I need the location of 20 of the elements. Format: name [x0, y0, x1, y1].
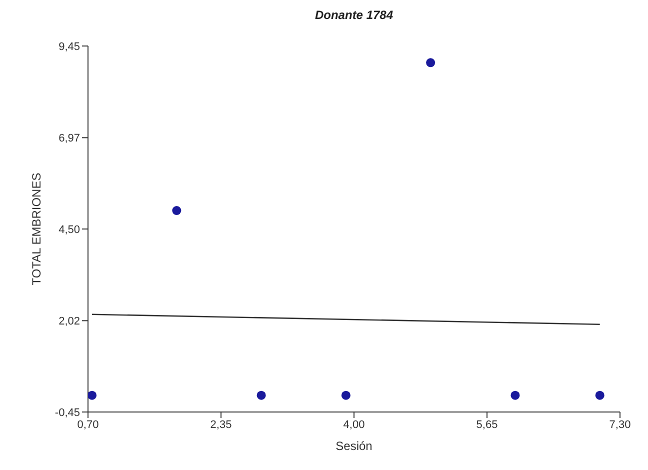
x-axis-title: Sesión	[336, 439, 372, 453]
point	[510, 390, 520, 400]
point	[88, 390, 97, 400]
point	[341, 390, 350, 400]
y-tick-label: 6,97	[58, 132, 80, 145]
x-tick-label: 4,00	[343, 418, 365, 431]
chart-title: Donante 1784	[314, 8, 394, 24]
y-axis-title: TOTAL EMBRIONES	[29, 172, 44, 286]
y-tick-label: 9,45	[58, 40, 80, 53]
y-tick-label: -0,45	[54, 406, 80, 419]
x-tick-label: 5,65	[476, 418, 498, 431]
y-tick-label: 4,50	[58, 224, 80, 236]
point	[172, 206, 182, 216]
x-tick-label: 2,35	[210, 418, 232, 431]
point	[595, 390, 604, 400]
y-tick-label: 2,02	[58, 316, 80, 328]
x-tick-label: 0,70	[77, 418, 99, 431]
x-tick-label: 7,30	[609, 418, 631, 431]
point	[426, 58, 436, 68]
point	[256, 390, 266, 400]
